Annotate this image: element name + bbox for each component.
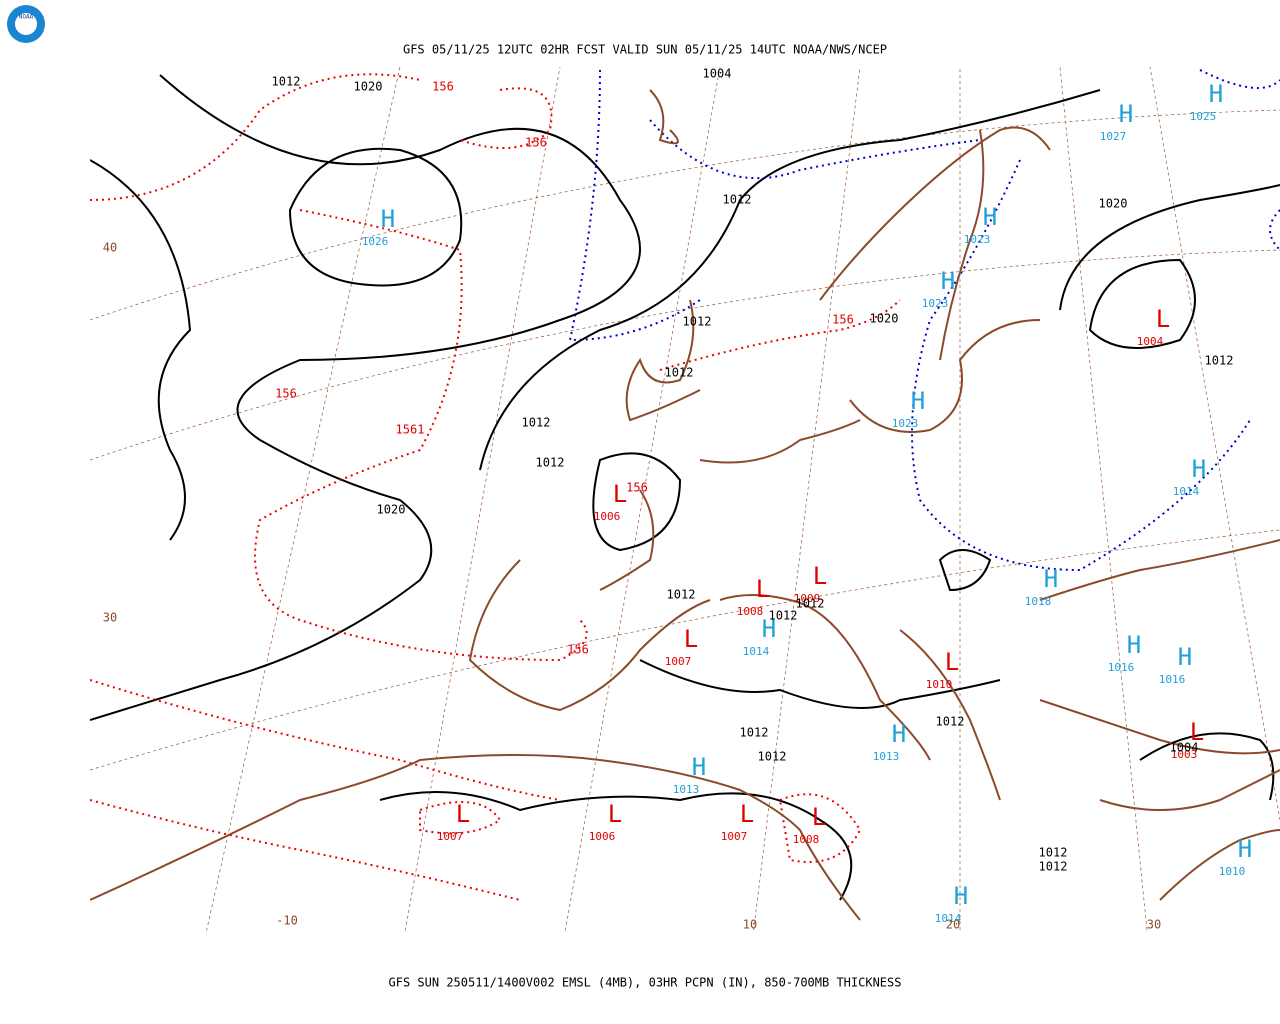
high-symbol: H bbox=[1119, 100, 1133, 128]
high-value: 1013 bbox=[673, 783, 700, 796]
high-symbol: H bbox=[762, 615, 776, 643]
high-symbol: H bbox=[692, 753, 706, 781]
low-value: 1010 bbox=[926, 678, 953, 691]
graticule-label: -10 bbox=[276, 914, 298, 928]
high-value: 1010 bbox=[1219, 865, 1246, 878]
thickness-label: 156 bbox=[525, 136, 547, 150]
low-value: 1006 bbox=[594, 510, 621, 523]
isobar-label: 1012 bbox=[536, 456, 565, 470]
low-symbol: L bbox=[456, 800, 470, 828]
high-value: 1014 bbox=[1173, 485, 1200, 498]
isobar-label: 1012 bbox=[1039, 846, 1068, 860]
isobars bbox=[90, 74, 1280, 901]
thickness-label: 156 bbox=[432, 80, 454, 94]
thickness-label: 1561 bbox=[396, 423, 425, 437]
low-symbol: L bbox=[813, 562, 827, 590]
isobar-label: 1012 bbox=[758, 750, 787, 764]
high-symbol: H bbox=[1238, 835, 1252, 863]
low-symbol: L bbox=[1156, 305, 1170, 333]
high-value: 1013 bbox=[873, 750, 900, 763]
high-symbol: H bbox=[1044, 565, 1058, 593]
high-value: 1023 bbox=[892, 417, 919, 430]
isobar-label: 1020 bbox=[870, 312, 899, 326]
low-value: 1006 bbox=[589, 830, 616, 843]
isobar-label: 1012 bbox=[936, 715, 965, 729]
low-value: 1009 bbox=[794, 592, 821, 605]
graticule-label: 30 bbox=[1147, 918, 1161, 932]
high-symbol: H bbox=[892, 720, 906, 748]
high-value: 1023 bbox=[964, 233, 991, 246]
graticule-label: 20 bbox=[946, 918, 960, 932]
low-value: 1004 bbox=[1137, 335, 1164, 348]
low-value: 1007 bbox=[437, 830, 464, 843]
isobar-label: 1012 bbox=[272, 75, 301, 89]
logo: NOAA bbox=[7, 5, 45, 43]
high-symbol: H bbox=[1127, 631, 1141, 659]
low-symbol: L bbox=[756, 575, 770, 603]
isobar-label: 1012 bbox=[796, 597, 825, 611]
isobar-label: 1012 bbox=[665, 366, 694, 380]
isobar-label: 1012 bbox=[1205, 354, 1234, 368]
low-value: 1003 bbox=[1171, 748, 1198, 761]
graticule-label: 40 bbox=[103, 241, 117, 255]
low-symbol: L bbox=[613, 480, 627, 508]
low-symbol: L bbox=[608, 800, 622, 828]
low-value: 1008 bbox=[737, 605, 764, 618]
isobar-label: 1020 bbox=[354, 80, 383, 94]
isobar-label: 1012 bbox=[683, 315, 712, 329]
map-title: GFS 05/11/25 12UTC 02HR FCST VALID SUN 0… bbox=[403, 43, 887, 57]
graticule-label: 10 bbox=[743, 918, 757, 932]
thickness-label: 156 bbox=[275, 387, 297, 401]
high-value: 1014 bbox=[935, 912, 962, 925]
high-value: 1016 bbox=[1159, 673, 1186, 686]
thickness-lines bbox=[90, 73, 901, 901]
logo-text: NOAA bbox=[19, 14, 34, 21]
graticule-label: 30 bbox=[103, 611, 117, 625]
high-symbol: H bbox=[983, 203, 997, 231]
isobar-label: 1020 bbox=[1099, 197, 1128, 211]
isobar-label: 1012 bbox=[1039, 860, 1068, 874]
high-value: 1016 bbox=[1108, 661, 1135, 674]
low-value: 1008 bbox=[793, 833, 820, 846]
high-symbol: H bbox=[941, 267, 955, 295]
low-symbol: L bbox=[684, 625, 698, 653]
low-value: 1007 bbox=[665, 655, 692, 668]
high-value: 1014 bbox=[743, 645, 770, 658]
isobar-label: 1012 bbox=[740, 726, 769, 740]
high-value: 1018 bbox=[1025, 595, 1052, 608]
low-symbol: L bbox=[945, 648, 959, 676]
isobar-label: 1012 bbox=[667, 588, 696, 602]
high-value: 1027 bbox=[1100, 130, 1127, 143]
map-area bbox=[90, 67, 1280, 933]
high-symbol: H bbox=[1209, 80, 1223, 108]
low-symbol: L bbox=[1190, 718, 1204, 746]
high-symbol: H bbox=[1192, 455, 1206, 483]
thickness-label: 156 bbox=[832, 313, 854, 327]
high-symbol: H bbox=[381, 205, 395, 233]
low-symbol: L bbox=[740, 800, 754, 828]
high-value: 1026 bbox=[362, 235, 389, 248]
thickness-label: 156 bbox=[626, 481, 648, 495]
isobar-label: 1004 bbox=[1170, 741, 1199, 755]
isobar-label: 1012 bbox=[522, 416, 551, 430]
isobar-label: 1020 bbox=[377, 503, 406, 517]
high-symbol: H bbox=[911, 387, 925, 415]
low-symbol: L bbox=[812, 803, 826, 831]
coastlines bbox=[90, 89, 1280, 921]
high-value: 1023 bbox=[922, 297, 949, 310]
isobar-label: 1004 bbox=[703, 67, 732, 81]
high-symbol: H bbox=[1178, 643, 1192, 671]
high-symbol: H bbox=[954, 882, 968, 910]
isobar-label: 1012 bbox=[769, 609, 798, 623]
map-footer: GFS SUN 250511/1400V002 EMSL (4MB), 03HR… bbox=[389, 976, 902, 990]
high-value: 1025 bbox=[1190, 110, 1217, 123]
isobar-label: 1012 bbox=[723, 193, 752, 207]
low-value: 1007 bbox=[721, 830, 748, 843]
thickness-label: 156 bbox=[567, 643, 589, 657]
